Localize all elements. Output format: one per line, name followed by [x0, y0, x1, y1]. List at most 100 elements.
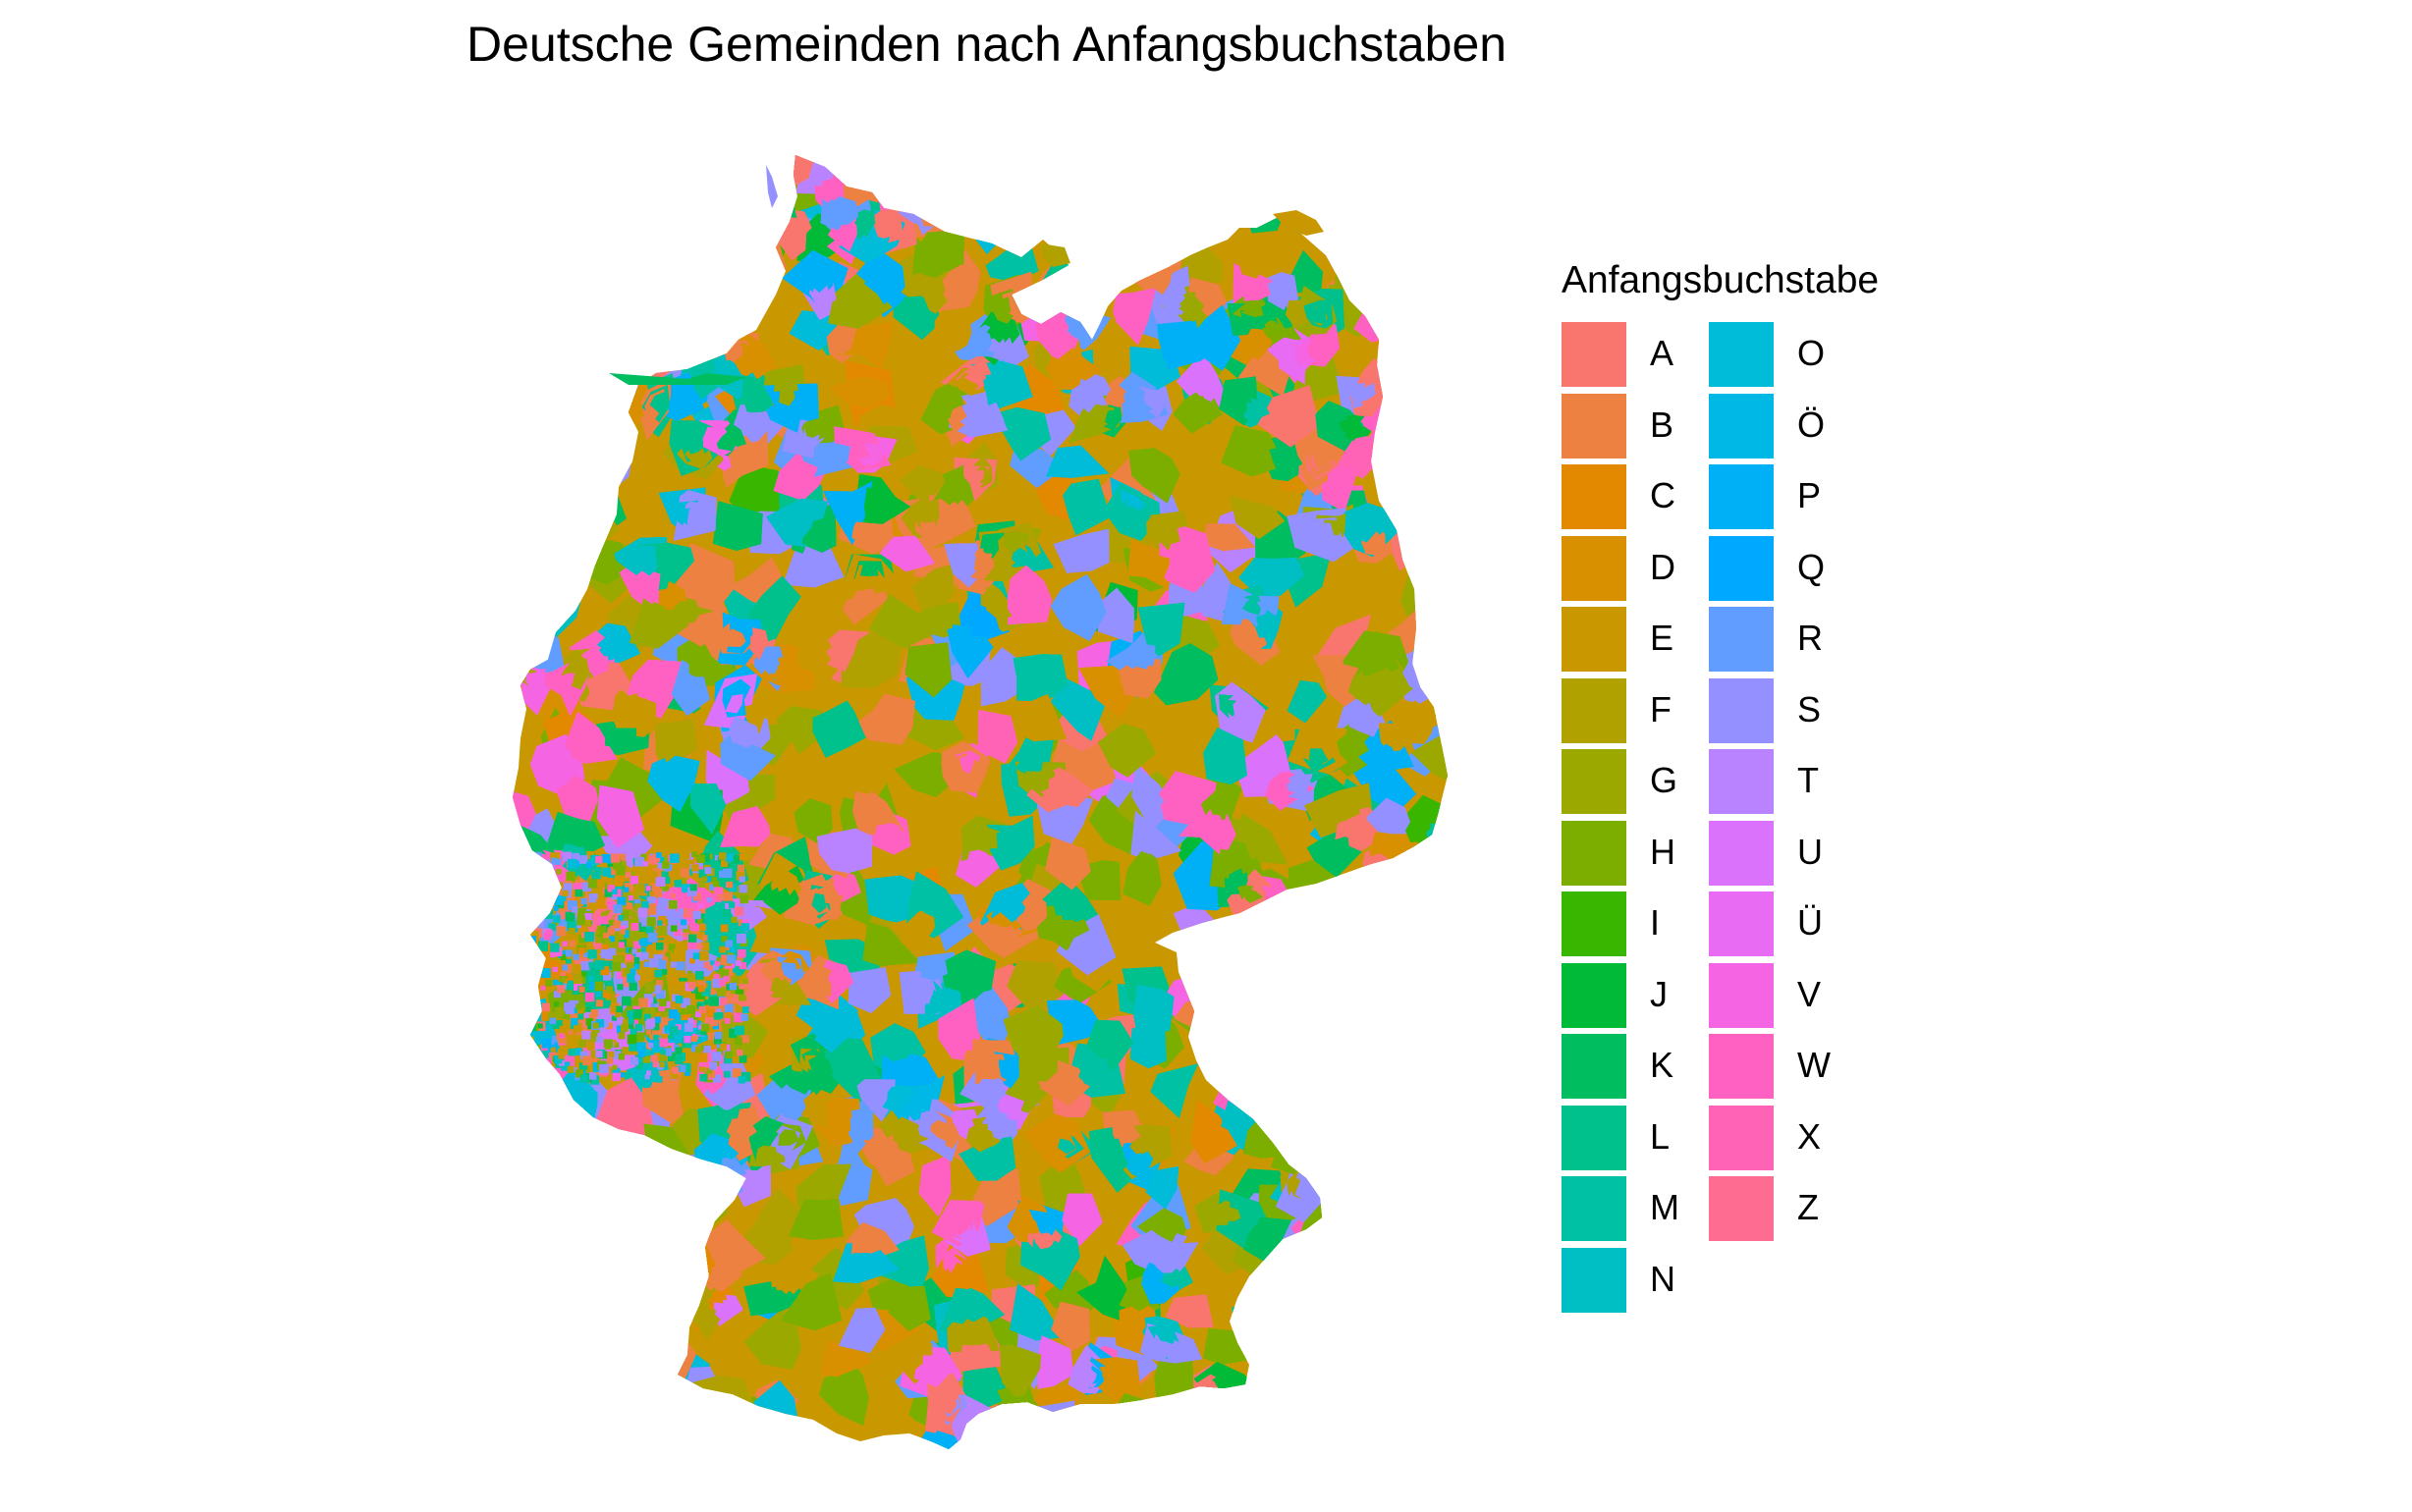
municipality-cell: [1386, 155, 1448, 189]
municipality-cell: [1266, 1324, 1317, 1374]
municipality-cell: [1270, 1100, 1299, 1129]
municipality-cell: [513, 155, 543, 206]
municipality-cell: [1276, 1331, 1306, 1361]
municipality-cell: [1070, 157, 1122, 226]
municipality-cell: [646, 200, 677, 229]
municipality-cell: [541, 321, 576, 359]
municipality-cell: [1326, 1301, 1376, 1341]
municipality-cell: [731, 176, 764, 209]
municipality-cell: [513, 507, 555, 567]
municipality-cell: [1295, 1421, 1348, 1449]
municipality-cell: [1434, 831, 1448, 873]
municipality-cell: [1358, 1350, 1392, 1384]
municipality-cell: [1213, 155, 1247, 163]
municipality-cell: [551, 531, 576, 564]
municipality-cell: [1122, 161, 1160, 221]
municipality-cell: [617, 219, 680, 255]
municipality-cell: [691, 1195, 719, 1223]
municipality-cell: [513, 607, 552, 665]
municipality-cell: [631, 1415, 661, 1449]
municipality-cell: [1064, 209, 1092, 235]
municipality-cell: [1081, 247, 1123, 303]
municipality-cell: [574, 1227, 632, 1279]
municipality-cell: [1213, 155, 1247, 163]
municipality-cell: [1339, 1260, 1371, 1298]
municipality-cell: [1410, 1129, 1443, 1165]
municipality-cell: [1243, 993, 1296, 1053]
municipality-cell: [750, 190, 786, 227]
municipality-cell: [623, 1147, 655, 1181]
municipality-cell: [743, 247, 774, 275]
municipality-cell: [566, 163, 615, 204]
municipality-cell: [1214, 1036, 1239, 1064]
municipality-cell: [992, 155, 1044, 174]
municipality-cell: [953, 155, 1009, 184]
municipality-cell: [1088, 196, 1113, 225]
municipality-cell: [641, 1156, 692, 1205]
municipality-cell: [1276, 1331, 1306, 1361]
municipality-cell: [521, 476, 567, 536]
municipality-cell: [1078, 155, 1135, 189]
municipality-cell: [534, 161, 593, 211]
municipality-cell: [1424, 1268, 1448, 1320]
municipality-cell: [554, 155, 598, 210]
municipality-cell: [630, 226, 667, 248]
municipality-cell: [535, 1227, 567, 1263]
municipality-cell: [1206, 1407, 1253, 1449]
municipality-cell: [1283, 1407, 1326, 1449]
municipality-cell: [574, 1336, 608, 1373]
municipality-cell: [580, 196, 613, 223]
municipality-cell: [1262, 1091, 1312, 1141]
municipality-cell: [1285, 901, 1316, 930]
municipality-cell: [646, 200, 677, 229]
municipality-cell: [1368, 281, 1420, 341]
municipality-cell: [1334, 232, 1387, 290]
municipality-cell: [1218, 1421, 1246, 1449]
municipality-cell: [1218, 1421, 1246, 1449]
municipality-cell: [689, 182, 713, 210]
municipality-cell: [618, 1403, 667, 1449]
municipality-cell: [513, 1164, 538, 1197]
municipality-cell: [1244, 1312, 1278, 1341]
municipality-cell: [1232, 161, 1265, 190]
municipality-cell: [1375, 1108, 1411, 1134]
municipality-cell: [532, 1209, 564, 1238]
municipality-cell: [1413, 329, 1448, 373]
municipality-cell: [634, 189, 685, 239]
municipality-cell: [583, 1203, 642, 1250]
municipality-cell: [963, 155, 996, 174]
municipality-cell: [525, 1339, 589, 1394]
municipality-cell: [1277, 1103, 1337, 1141]
municipality-cell: [623, 1147, 655, 1181]
municipality-cell: [1287, 1415, 1341, 1449]
municipality-cell: [1053, 202, 1099, 245]
municipality-cell: [614, 1135, 669, 1194]
municipality-cell: [1421, 320, 1448, 350]
municipality-cell: [1012, 155, 1079, 191]
municipality-cell: [945, 179, 1011, 242]
municipality-cell: [1377, 309, 1413, 342]
municipality-cell: [689, 182, 713, 210]
municipality-cell: [514, 1377, 564, 1429]
municipality-cell: [1064, 209, 1092, 235]
municipality-cell: [1334, 232, 1387, 290]
municipality-cell: [530, 271, 567, 295]
municipality-cell: [750, 190, 786, 227]
municipality-cell: [1285, 901, 1316, 930]
municipality-cell: [541, 517, 584, 572]
municipality-cell: [515, 319, 569, 368]
municipality-cell: [1124, 211, 1151, 237]
municipality-cell: [580, 196, 613, 223]
municipality-cell: [1360, 1093, 1427, 1146]
municipality-cell: [926, 155, 980, 207]
municipality-cell: [513, 939, 534, 966]
municipality-cell: [1220, 155, 1276, 197]
municipality-cell: [1402, 168, 1439, 203]
municipality-cell: [564, 1144, 624, 1200]
municipality-cell: [1396, 175, 1430, 204]
municipality-cell: [1303, 1429, 1336, 1449]
municipality-cell: [1416, 163, 1448, 217]
municipality-cell: [1352, 1342, 1418, 1387]
municipality-cell: [1105, 1410, 1159, 1449]
municipality-cell: [594, 1257, 629, 1304]
